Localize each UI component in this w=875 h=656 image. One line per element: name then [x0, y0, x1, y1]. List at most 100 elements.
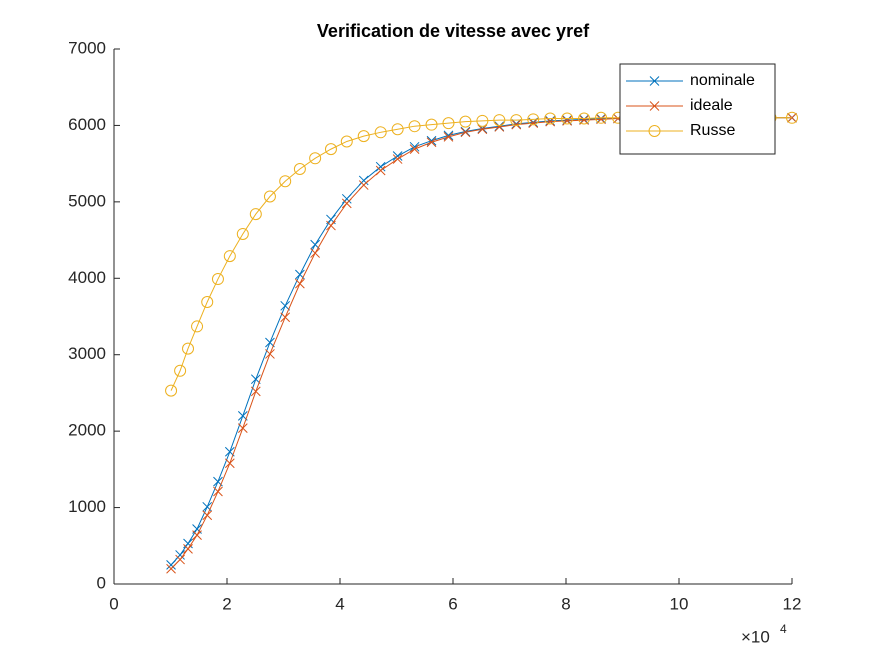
marker	[340, 135, 353, 148]
marker	[392, 151, 403, 161]
x-tick-label: 12	[783, 594, 802, 613]
marker	[579, 114, 589, 125]
x-multiplier-base: ×10	[741, 627, 770, 646]
marker	[358, 180, 369, 190]
series	[166, 112, 797, 574]
y-tick-label: 7000	[68, 38, 106, 57]
marker	[409, 144, 420, 154]
marker	[192, 530, 202, 540]
marker	[409, 141, 420, 152]
marker	[326, 220, 336, 231]
marker	[460, 127, 471, 138]
marker	[443, 132, 454, 142]
marker	[375, 161, 386, 172]
marker	[165, 384, 178, 397]
marker	[426, 137, 437, 148]
x-tick-label: 10	[670, 594, 689, 613]
marker	[358, 175, 369, 186]
marker	[202, 510, 213, 521]
x-tick-label: 4	[335, 594, 344, 613]
series	[165, 111, 798, 397]
marker	[175, 550, 185, 560]
marker	[174, 364, 187, 377]
marker	[459, 115, 472, 128]
marker	[374, 126, 387, 139]
marker	[166, 563, 176, 574]
marker	[561, 112, 574, 125]
marker	[527, 113, 540, 126]
marker	[263, 190, 276, 203]
y-tick-label: 5000	[68, 191, 106, 210]
marker	[477, 124, 488, 135]
marker	[237, 423, 248, 433]
marker	[310, 248, 320, 258]
marker	[236, 227, 249, 240]
marker	[213, 486, 223, 497]
marker	[183, 543, 193, 554]
marker	[309, 152, 322, 165]
y-tick-label: 3000	[68, 344, 106, 363]
x-multiplier: ×10 4	[741, 622, 787, 646]
marker	[223, 250, 236, 263]
marker	[476, 114, 489, 127]
x-tick-label: 8	[561, 594, 570, 613]
line	[170, 117, 792, 566]
chart-title: Verification de vitesse avec yref	[317, 21, 590, 41]
marker	[324, 143, 337, 156]
marker	[341, 193, 352, 204]
marker	[250, 386, 261, 397]
marker	[408, 120, 421, 133]
marker	[265, 349, 275, 359]
marker	[494, 122, 505, 132]
line	[170, 117, 792, 391]
marker	[280, 312, 291, 323]
marker	[442, 117, 455, 130]
x-tick-label: 2	[222, 594, 231, 613]
x-tick-label: 6	[448, 594, 457, 613]
marker	[511, 119, 522, 129]
marker	[224, 458, 235, 469]
x-tick-label: 0	[109, 594, 118, 613]
marker	[595, 111, 608, 124]
marker	[578, 112, 591, 125]
marker	[249, 208, 262, 221]
marker	[280, 300, 291, 311]
marker	[494, 121, 505, 132]
legend-label: ideale	[690, 97, 733, 114]
marker	[562, 115, 572, 126]
marker	[341, 198, 352, 209]
marker	[460, 126, 471, 137]
marker	[175, 554, 185, 565]
marker	[357, 130, 370, 143]
marker	[649, 101, 660, 111]
marker	[786, 111, 798, 124]
marker	[493, 114, 506, 127]
y-tick-label: 1000	[68, 497, 106, 516]
legend: nominale ideale Russe	[619, 63, 776, 155]
series	[166, 112, 797, 570]
y-tick-label: 0	[97, 573, 106, 592]
y-tick-label: 4000	[68, 268, 106, 287]
marker	[182, 342, 195, 355]
marker	[375, 165, 386, 176]
marker	[166, 560, 176, 570]
marker	[545, 115, 556, 126]
marker	[544, 112, 557, 125]
marker	[425, 118, 438, 131]
marker	[648, 125, 661, 137]
legend-box	[619, 63, 776, 155]
legend-label: Russe	[690, 122, 735, 139]
marker	[528, 118, 539, 128]
marker	[392, 154, 403, 164]
marker	[295, 278, 305, 289]
marker	[443, 130, 454, 141]
y-tick-label: 6000	[68, 115, 106, 134]
marker	[191, 320, 204, 333]
marker	[510, 114, 523, 127]
x-multiplier-exponent: 4	[780, 622, 787, 636]
marker	[202, 501, 213, 512]
marker	[211, 273, 224, 286]
line	[170, 117, 792, 570]
marker	[596, 113, 606, 124]
